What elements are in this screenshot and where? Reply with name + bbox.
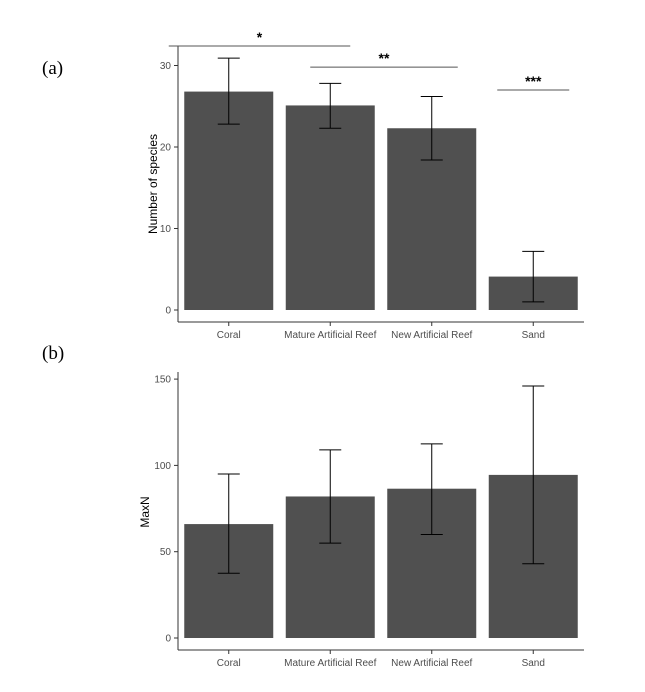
maxn-x-tick-label: Mature Artificial Reef [284,658,376,669]
maxn-y-tick-label: 150 [154,375,171,386]
maxn-x-tick-label: Sand [522,658,545,669]
maxn-y-tick-label: 100 [154,461,171,472]
maxn-x-tick-label: New Artificial Reef [391,658,472,669]
species-y-tick-label: 10 [160,224,172,235]
maxn-x-tick-label: Coral [217,658,241,669]
species-significance-label: ** [379,50,390,66]
species-x-tick-label: Coral [217,330,241,341]
species-y-axis-title: Number of species [146,134,160,234]
species-bar [184,91,274,310]
species-bar [285,105,375,310]
species-y-tick-label: 0 [165,306,171,317]
species-x-tick-label: Mature Artificial Reef [284,330,376,341]
species-y-tick-label: 20 [160,143,172,154]
panel-label-a: (a) [42,58,64,79]
species-y-tick-label: 30 [160,61,172,72]
species-significance-label: *** [525,73,542,89]
panel-label-b: (b) [42,343,65,364]
maxn-y-axis-title: MaxN [138,496,152,527]
species-x-tick-label: Sand [522,330,545,341]
maxn-y-tick-label: 0 [165,634,171,645]
species-x-tick-label: New Artificial Reef [391,330,472,341]
maxn-y-tick-label: 50 [160,547,172,558]
species-significance-label: * [257,29,263,45]
